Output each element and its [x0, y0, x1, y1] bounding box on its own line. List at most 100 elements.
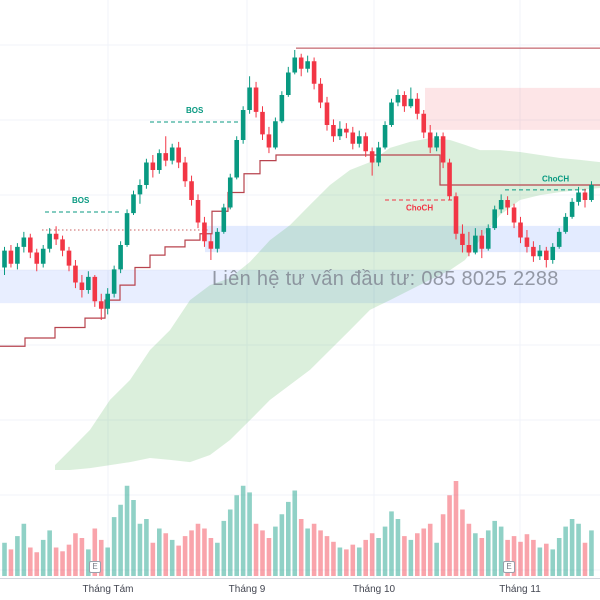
volume-bar — [163, 533, 169, 576]
candle-body — [28, 237, 33, 253]
candle-body — [163, 153, 169, 161]
volume-bar — [550, 549, 556, 576]
earnings-event-icon[interactable]: E — [503, 561, 515, 573]
candle-body — [466, 245, 472, 253]
candle-body — [279, 95, 285, 122]
volume-bar — [298, 519, 304, 576]
volume-bar — [240, 485, 246, 576]
volume-bar — [389, 511, 394, 576]
candle-body — [331, 125, 336, 137]
candle-body — [247, 87, 252, 110]
volume-bar — [189, 530, 194, 576]
volume-bar — [144, 519, 149, 576]
candle-body — [195, 200, 201, 223]
candle-body — [440, 136, 446, 163]
earnings-event-icon[interactable]: E — [89, 561, 101, 573]
volume-bar — [402, 536, 407, 576]
volume-bar — [279, 514, 285, 576]
volume-bar — [311, 523, 317, 576]
stop-trail-line — [0, 154, 600, 347]
volume-bar — [221, 520, 227, 576]
volume-bar — [150, 542, 156, 576]
candle-body — [356, 136, 362, 144]
volume-bar — [176, 545, 181, 576]
candle-body — [66, 250, 72, 266]
volume-bar — [582, 542, 588, 576]
candle-body — [492, 209, 497, 229]
candle-body — [189, 181, 194, 200]
structure-label: ChoCH — [406, 204, 433, 213]
volume-bar — [60, 551, 65, 576]
candle-body — [298, 57, 304, 69]
volume-bar — [208, 538, 214, 576]
volume-bar — [337, 547, 343, 576]
volume-bar — [479, 538, 485, 576]
candle-body — [531, 246, 536, 257]
candle-body — [563, 216, 568, 232]
candle-body — [305, 61, 310, 69]
volume-bar — [440, 514, 446, 576]
candle-body — [208, 241, 214, 249]
volume-bar — [292, 490, 298, 576]
candle-body — [124, 213, 130, 245]
ichimoku-cloud — [55, 138, 600, 470]
candle-body — [292, 57, 298, 73]
candle-body — [434, 136, 439, 148]
candle-body — [511, 207, 517, 223]
candle-body — [98, 301, 104, 309]
volume-bar — [169, 539, 175, 576]
candle-body — [234, 140, 239, 178]
volume-bar — [382, 526, 388, 576]
volume-bar — [131, 500, 136, 576]
candle-body — [60, 239, 65, 251]
volume-bar — [15, 536, 20, 576]
candle-body — [369, 151, 375, 163]
time-axis[interactable]: Tháng Tám Tháng 9 Tháng 10 Tháng 11 — [0, 578, 600, 600]
candle-body — [556, 231, 562, 247]
candle-body — [215, 231, 220, 249]
structure-label: ChoCH — [542, 174, 569, 183]
candle-body — [350, 132, 356, 144]
volume-bar — [324, 536, 330, 576]
volume-bar — [369, 533, 375, 576]
candle-body — [324, 102, 330, 125]
candle-body — [92, 276, 98, 302]
candle-body — [447, 162, 452, 197]
candle-body — [260, 111, 265, 135]
volume-bar — [260, 530, 265, 576]
volume-bar — [356, 547, 362, 576]
candle-body — [73, 265, 78, 283]
volume-bar — [118, 504, 123, 576]
candle-body — [15, 246, 20, 264]
volume-bar — [318, 530, 323, 576]
volume-bar — [105, 547, 110, 576]
demand-zone-2 — [0, 270, 600, 304]
volume-bar — [395, 519, 401, 576]
candle-body — [518, 222, 523, 238]
structure-label: BOS — [186, 106, 204, 115]
axis-label-month: Tháng 11 — [499, 584, 541, 595]
candle-body — [589, 185, 594, 200]
volume-bar — [157, 528, 162, 576]
candle-body — [376, 147, 381, 163]
candle-body — [176, 147, 181, 163]
candle-body — [21, 237, 27, 247]
candle-body — [40, 248, 46, 264]
supply-zone — [425, 87, 600, 130]
volume-bar — [434, 542, 439, 576]
volume-bar — [376, 538, 381, 576]
volume-bar — [589, 530, 594, 576]
candle-body — [266, 134, 272, 148]
volume-bar — [511, 536, 517, 576]
candle-body — [576, 192, 581, 202]
candle-body — [221, 207, 227, 232]
candle-body — [131, 194, 136, 214]
candle-body — [363, 136, 368, 152]
volume-bar — [466, 523, 472, 576]
candle-body — [47, 233, 52, 249]
candle-body — [111, 269, 117, 294]
volume-bar — [447, 495, 452, 576]
volume-bar — [98, 539, 104, 576]
